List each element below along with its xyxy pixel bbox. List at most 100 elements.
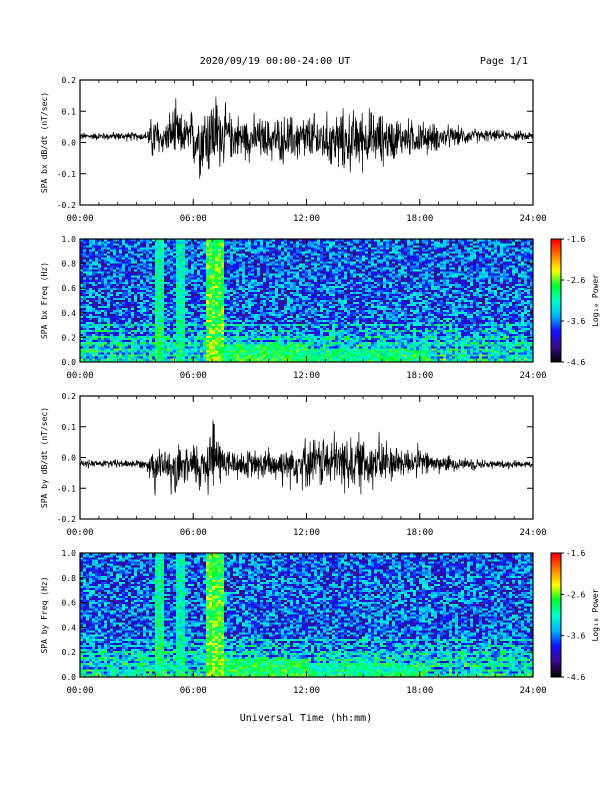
colorbar-swatch (551, 341, 561, 345)
x-tick-label: 06:00 (180, 371, 207, 381)
colorbar-swatch (551, 273, 561, 277)
plot-title: 2020/09/19 00:00-24:00 UT (200, 56, 351, 67)
y-tick-label: 0.6 (62, 599, 77, 608)
x-tick-label: 00:00 (66, 528, 93, 538)
colorbar-swatch (551, 300, 561, 304)
colorbar-swatch (551, 563, 561, 566)
colorbar-swatch (551, 325, 561, 328)
colorbar-swatch (551, 598, 561, 602)
y-tick-label: 0.0 (62, 139, 77, 148)
colorbar-swatch (551, 604, 561, 608)
x-tick-label: 18:00 (406, 686, 433, 696)
y-tick-label: 0.0 (62, 673, 77, 682)
x-axis-label: Universal Time (hh:mm) (240, 713, 372, 724)
colorbar-tick-label: -1.6 (566, 549, 585, 558)
colorbar-swatch (551, 245, 561, 248)
colorbar-swatch (551, 656, 561, 659)
y-tick-label: 0.4 (62, 309, 77, 318)
x-tick-label: 06:00 (180, 528, 207, 538)
colorbar-swatch (551, 277, 561, 281)
panel-bx_waveform (79, 79, 534, 206)
panel-bx_spectrogram (79, 238, 534, 363)
colorbar-swatch (551, 575, 561, 579)
colorbar-swatch (551, 310, 561, 314)
colorbar-swatch (551, 275, 561, 279)
x-tick-label: 00:00 (66, 686, 93, 696)
colorbar-swatch (551, 646, 561, 649)
colorbar-swatch (551, 343, 561, 347)
colorbar-swatch (551, 271, 561, 275)
colorbar-swatch (551, 255, 561, 258)
colorbar-swatch (551, 243, 561, 246)
colorbar-swatch (551, 357, 561, 361)
colorbar-swatch (551, 629, 561, 633)
colorbar-swatch (551, 627, 561, 630)
colorbar-swatch (551, 625, 561, 628)
x-tick-label: 00:00 (66, 371, 93, 381)
y-tick-label: 1.0 (62, 235, 77, 244)
colorbar-swatch (551, 615, 561, 618)
colorbar-swatch (551, 594, 561, 597)
colorbar-swatch (551, 674, 561, 678)
y-tick-label: -0.1 (57, 170, 76, 179)
colorbar-swatch (551, 672, 561, 676)
colorbar-swatch (551, 557, 561, 560)
colorbar-tick-label: -3.6 (566, 632, 585, 641)
colorbar-swatch (551, 670, 561, 674)
colorbar-swatch (551, 666, 561, 670)
y-axis-1: 0.0 0.2 0.4 0.6 0.8 1.0 SPA bx Freq (Hz) (40, 235, 533, 367)
plot-area (80, 396, 533, 519)
x-tick-label: 12:00 (293, 686, 320, 696)
colorbar-swatch (551, 571, 561, 575)
colorbar-swatch (551, 280, 561, 283)
x-tick-label: 12:00 (293, 528, 320, 538)
colorbar-swatch (551, 263, 561, 267)
colorbar-swatch (551, 298, 561, 301)
colorbar-swatch (551, 559, 561, 562)
colorbar-swatch (551, 265, 561, 269)
colorbar-swatch (551, 631, 561, 635)
y-tick-label: 0.2 (62, 648, 77, 657)
colorbar-swatch (551, 650, 561, 653)
time-axis-0: 00:00 06:00 12:00 18:00 24:00 (66, 80, 547, 224)
colorbar-swatch (551, 251, 561, 254)
colorbar-swatch (551, 567, 561, 571)
colorbar-swatch (551, 621, 561, 624)
colorbar-swatch (551, 282, 561, 285)
colorbar-swatch (551, 261, 561, 265)
y-axis-2: -0.2 -0.1 0.0 0.1 0.2 SPA by dB/dt (nT/sec) (40, 392, 533, 524)
colorbar-swatch (551, 573, 561, 577)
colorbar-swatch (551, 586, 561, 589)
spectrogram-cells (80, 239, 534, 363)
colorbar-swatch (551, 284, 561, 287)
colorbar-swatch (551, 353, 561, 357)
time-axis-3: 00:00 06:00 12:00 18:00 24:00 (66, 553, 547, 696)
colorbar-swatch (551, 314, 561, 318)
colorbar-swatch (551, 253, 561, 256)
y-axis-3: 0.0 0.2 0.4 0.6 0.8 1.0 SPA by Freq (Hz) (40, 549, 533, 682)
colorbar-bx_spectrogram: -1.6 -2.6 -3.6 -4.6 Log₁₀ Power (550, 235, 600, 367)
panel-by_spectrogram (79, 552, 534, 678)
colorbar-swatch (551, 569, 561, 573)
colorbar-swatch (551, 290, 561, 293)
colorbar-swatch (551, 579, 561, 583)
colorbar-swatch (551, 658, 561, 661)
colorbar-swatch (551, 612, 561, 616)
colorbar-tick-label: -1.6 (566, 235, 585, 244)
x-tick-label: 18:00 (406, 528, 433, 538)
colorbar-swatch (551, 619, 561, 622)
colorbar-swatch (551, 259, 561, 263)
series-line (80, 96, 533, 179)
colorbar-swatch (551, 304, 561, 308)
colorbar-swatch (551, 633, 561, 637)
colorbar-swatch (551, 654, 561, 657)
colorbar-swatch (551, 351, 561, 355)
colorbar-swatch (551, 327, 561, 330)
colorbar-swatch (551, 331, 561, 334)
colorbar-swatch (551, 635, 561, 639)
colorbar-tick-label: -3.6 (566, 317, 585, 326)
colorbar-swatch (551, 292, 561, 295)
colorbar-swatch (551, 321, 561, 324)
colorbar-swatch (551, 577, 561, 581)
